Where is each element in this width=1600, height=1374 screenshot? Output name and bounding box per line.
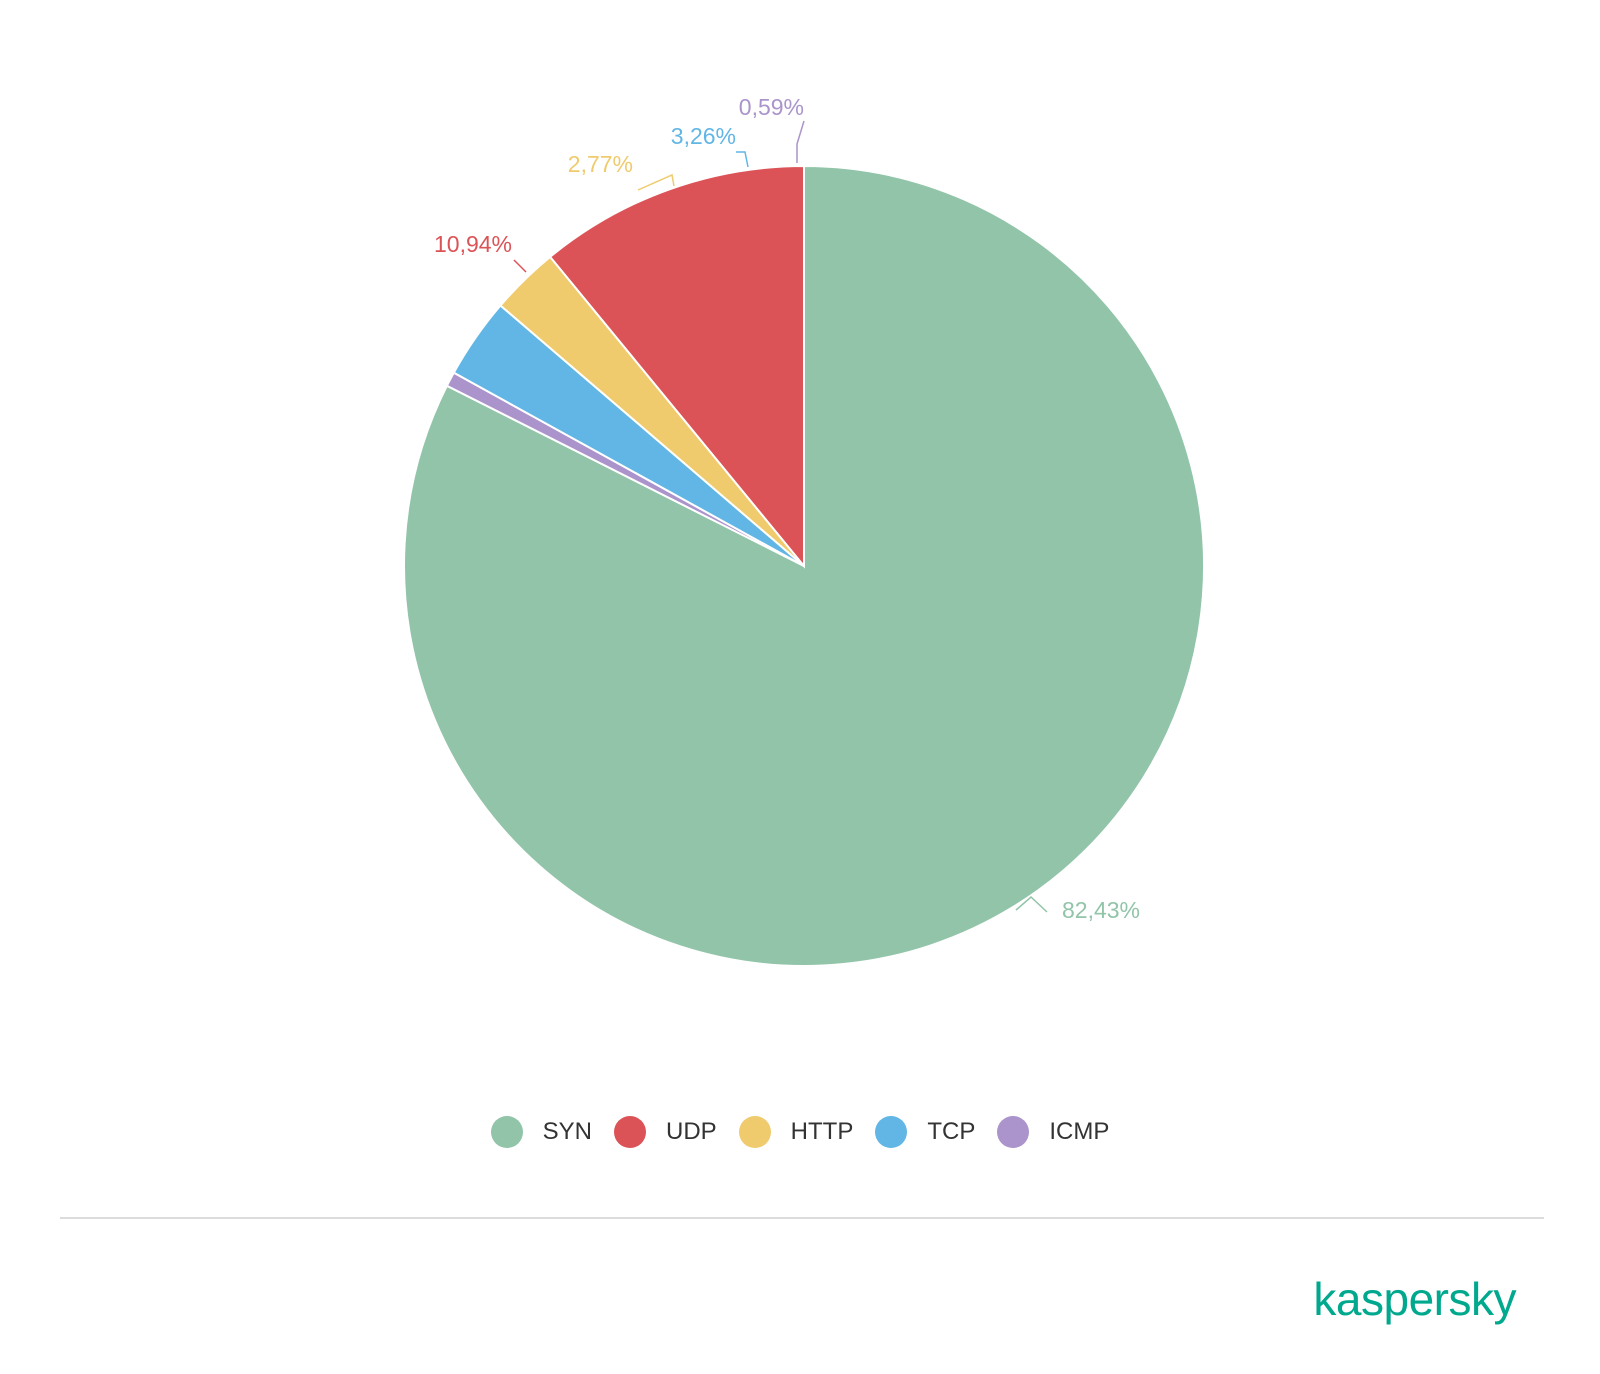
leader-line-icmp — [796, 120, 805, 163]
legend-label-icmp: ICMP — [1049, 1118, 1110, 1145]
slice-label-udp: 10,94% — [434, 231, 512, 257]
slice-label-syn: 82,43% — [1062, 897, 1140, 923]
legend-label-syn: SYN — [542, 1118, 592, 1145]
legend: SYN UDP HTTP TCP ICMP — [0, 1112, 1600, 1152]
pie-slice-udp[interactable] — [548, 164, 805, 569]
legend-label-tcp: TCP — [927, 1118, 976, 1145]
legend-label-udp: UDP — [666, 1118, 717, 1145]
leader-line-http — [637, 173, 675, 191]
leader-line-tcp — [736, 151, 749, 168]
legend-swatch-udp — [614, 1116, 646, 1148]
legend-item-udp[interactable]: UDP — [614, 1116, 717, 1148]
slice-label-http: 2,77% — [568, 151, 633, 177]
leader-line-syn — [1015, 895, 1048, 913]
legend-swatch-icmp — [997, 1116, 1030, 1148]
slice-label-tcp: 3,26% — [671, 123, 736, 149]
slice-label-icmp: 0,59% — [739, 94, 804, 120]
pie-labels: 82,43% 10,94% 2,77% 3,26%0,59% — [434, 94, 1140, 923]
legend-swatch-syn — [490, 1116, 523, 1148]
leader-line-udp — [513, 259, 527, 273]
legend-item-tcp[interactable]: TCP — [875, 1116, 975, 1148]
legend-swatch-http — [738, 1116, 771, 1148]
pie-slices — [403, 164, 1206, 967]
legend-item-syn[interactable]: SYN — [490, 1116, 592, 1148]
footer-divider — [60, 1217, 1544, 1219]
legend-item-http[interactable]: HTTP — [738, 1116, 854, 1148]
legend-item-icmp[interactable]: ICMP — [997, 1116, 1109, 1148]
legend-label-http: HTTP — [790, 1118, 854, 1145]
kaspersky-logo: kaspersky — [1313, 1273, 1516, 1325]
legend-swatch-tcp — [875, 1116, 908, 1148]
